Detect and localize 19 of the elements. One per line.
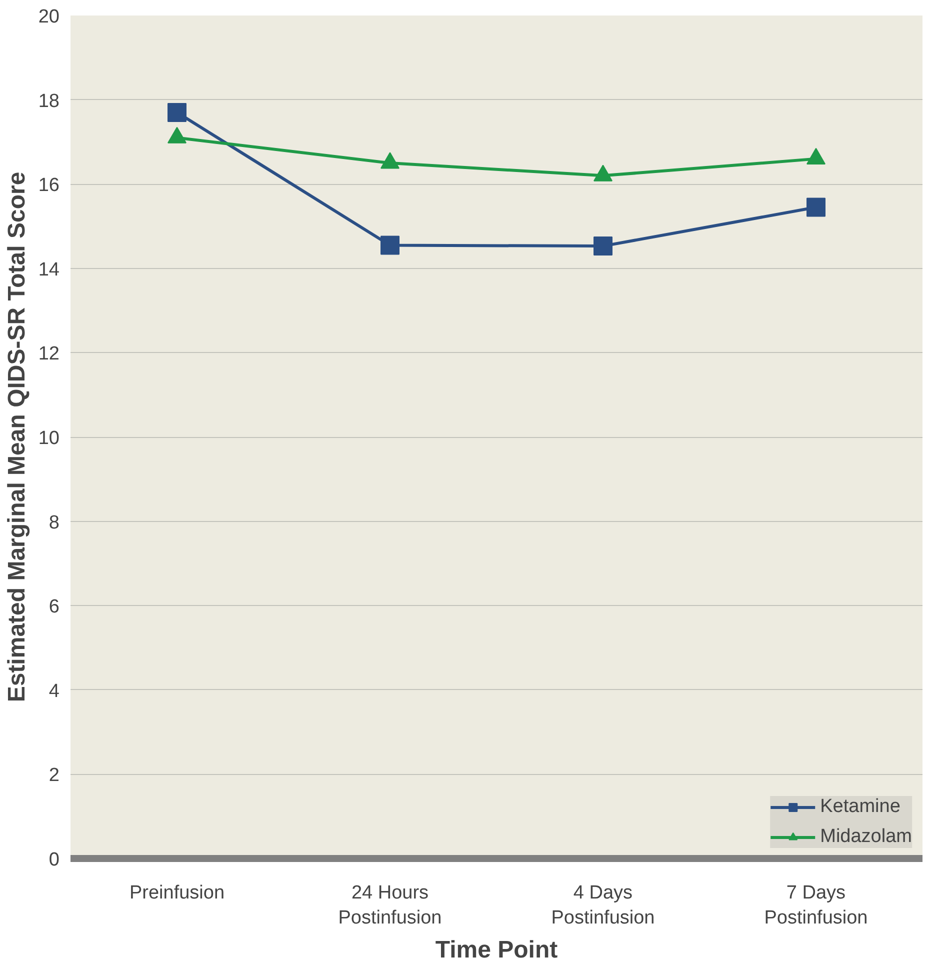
y-tick-label: 12 (38, 344, 60, 365)
y-tick-label: 18 (38, 90, 60, 112)
y-axis-title: Estimated Marginal Mean QIDS-SR Total Score (3, 172, 30, 702)
y-tick-label: 0 (48, 850, 60, 870)
x-tick-label: 24 Hours Postinfusion (338, 882, 442, 929)
x-tick-label: Preinfusion (129, 882, 225, 904)
y-tick-label: 8 (48, 512, 60, 534)
x-axis-title: Time Point (435, 936, 558, 964)
legend-label: Midazolam (820, 826, 912, 848)
y-tick-label: 20 (38, 6, 60, 28)
x-tick-label: 4 Days Postinfusion (551, 882, 655, 929)
y-tick-label: 4 (48, 680, 60, 702)
y-tick-label: 10 (38, 428, 60, 449)
y-tick-label: 16 (38, 175, 60, 196)
y-tick-label: 6 (48, 596, 60, 618)
x-tick-label: 7 Days Postinfusion (764, 882, 868, 929)
y-tick-label: 2 (48, 765, 60, 786)
y-tick-label: 14 (38, 259, 60, 280)
legend-label: Ketamine (820, 796, 900, 818)
